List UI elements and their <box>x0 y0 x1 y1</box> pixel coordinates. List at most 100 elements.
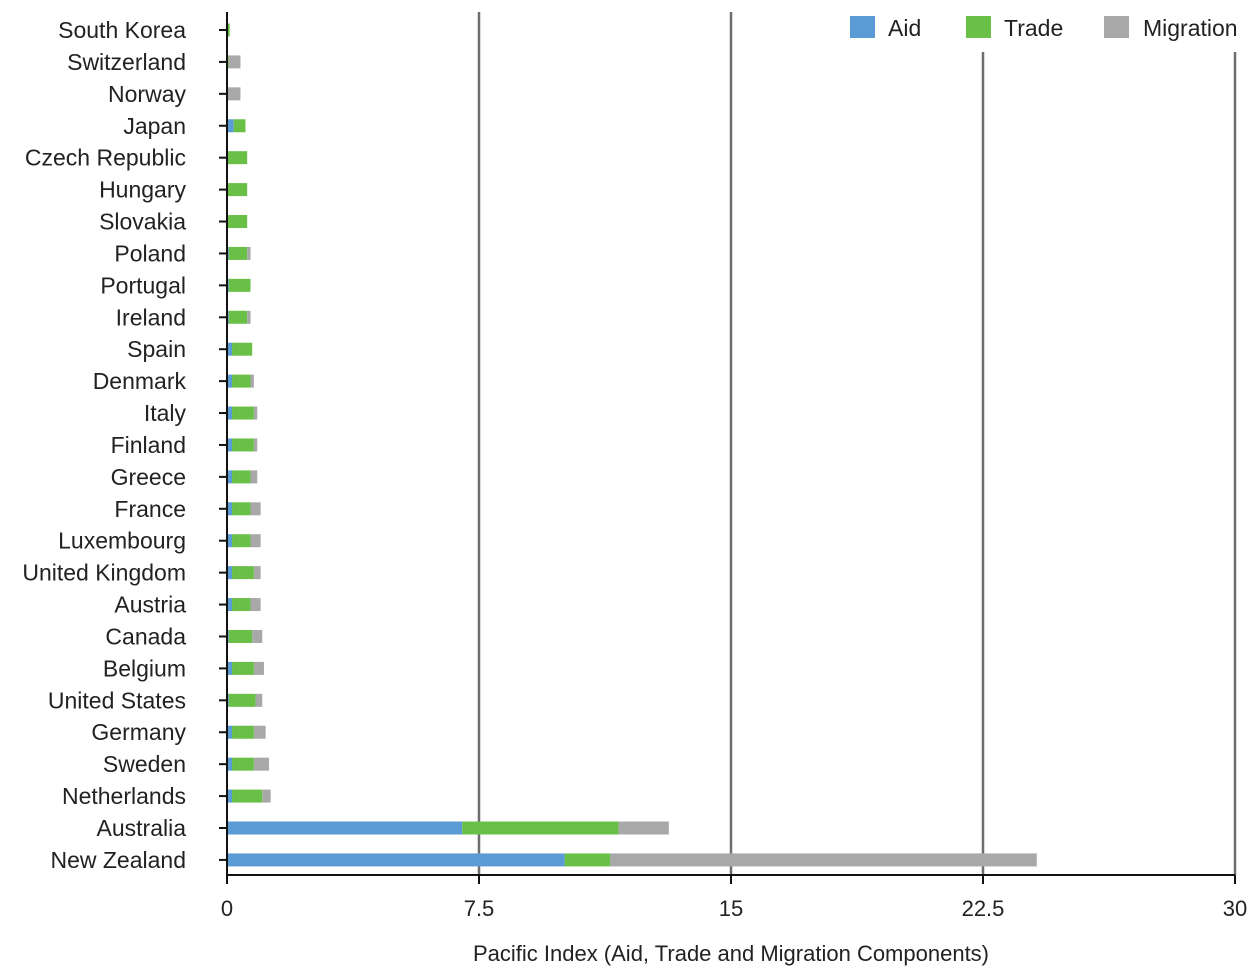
legend-swatch-trade <box>966 16 991 38</box>
y-tick-label: Portugal <box>100 272 186 298</box>
bar-trade-segment <box>227 215 248 229</box>
bar-trade-segment <box>233 119 246 133</box>
bar-migration-segment <box>253 406 258 420</box>
y-tick-label: Netherlands <box>62 783 186 809</box>
bar-trade-segment <box>228 310 248 324</box>
bar-trade-segment <box>232 502 251 516</box>
y-tick-label: Spain <box>127 336 186 362</box>
bar-trade-segment <box>232 438 254 452</box>
bar-trade-segment <box>228 278 251 292</box>
bar-migration-segment <box>253 438 258 452</box>
x-tick-labels: 0 7.5 15 22.5 30 <box>221 875 1247 921</box>
bar-aid-segment <box>227 789 233 803</box>
legend-background <box>838 8 1254 52</box>
y-tick-label: Belgium <box>103 655 186 681</box>
grid-lines <box>477 12 1237 875</box>
y-tick-label: Switzerland <box>67 49 186 75</box>
x-tick-label: 15 <box>719 896 743 921</box>
bar-migration-segment <box>253 725 266 739</box>
bar-aid-segment <box>227 406 233 420</box>
y-tick-label: New Zealand <box>50 847 186 873</box>
y-tick-label: France <box>114 496 186 522</box>
bar-migration-segment <box>253 757 269 771</box>
bar-aid-segment <box>227 821 463 835</box>
y-tick-label: Japan <box>123 113 186 139</box>
bar-aid-segment <box>227 438 233 452</box>
bar-trade-segment <box>232 470 251 484</box>
bar-trade-segment <box>227 183 248 197</box>
legend-label-aid: Aid <box>888 15 921 41</box>
bar-trade-segment <box>232 374 251 388</box>
bar-migration-segment <box>250 598 261 612</box>
bar-trade-segment <box>232 598 251 612</box>
bar-aid-segment <box>227 853 565 867</box>
y-tick-label: Hungary <box>99 177 186 203</box>
bar-trade-segment <box>232 661 254 675</box>
legend-label-migration: Migration <box>1143 15 1238 41</box>
bar-aid-segment <box>227 598 233 612</box>
bar-trade-segment <box>462 821 619 835</box>
y-tick-label: Poland <box>114 240 186 266</box>
bar-aid-segment <box>227 534 233 548</box>
y-tick-label: Ireland <box>116 304 186 330</box>
bars <box>227 23 1037 867</box>
bar-aid-segment <box>227 502 233 516</box>
y-tick-label: Canada <box>105 623 186 649</box>
bar-migration-segment <box>250 502 261 516</box>
bar-migration-segment <box>227 87 241 101</box>
bar-trade-segment <box>228 629 253 643</box>
bar-trade-segment <box>564 853 611 867</box>
bar-trade-segment <box>232 757 254 771</box>
bar-migration-segment <box>262 789 271 803</box>
bar-aid-segment <box>227 725 233 739</box>
bar-trade-segment <box>227 23 230 37</box>
y-tick-label: Germany <box>91 719 186 745</box>
bar-aid-segment <box>227 119 234 133</box>
legend-swatch-aid <box>850 16 875 38</box>
bar-trade-segment <box>232 789 263 803</box>
legend-label-trade: Trade <box>1004 15 1063 41</box>
bar-migration-segment <box>610 853 1037 867</box>
bar-migration-segment <box>247 310 251 324</box>
y-tick-label: Italy <box>144 400 187 426</box>
bar-aid-segment <box>227 566 233 580</box>
y-tick-label: Luxembourg <box>58 528 186 554</box>
x-tick-label: 0 <box>221 896 233 921</box>
y-tick-label: South Korea <box>58 17 186 43</box>
bar-migration-segment <box>253 661 264 675</box>
y-tick-label: Finland <box>111 432 186 458</box>
y-tick-label: Czech Republic <box>25 145 186 171</box>
bar-migration-segment <box>250 534 261 548</box>
bar-trade-segment <box>232 342 253 356</box>
bar-migration-segment <box>250 374 254 388</box>
y-tick-labels: South Korea Switzerland Norway Japan Czech R… <box>22 17 227 873</box>
legend-swatch-migration <box>1104 16 1129 38</box>
bar-aid-segment <box>227 374 233 388</box>
y-tick-label: Australia <box>97 815 187 841</box>
y-tick-label: Denmark <box>93 368 187 394</box>
y-tick-label: Slovakia <box>99 209 186 235</box>
bar-migration-segment <box>250 470 258 484</box>
bar-aid-segment <box>227 661 233 675</box>
bar-trade-segment <box>232 406 254 420</box>
bar-migration-segment <box>253 566 261 580</box>
bar-migration-segment <box>255 693 263 707</box>
y-tick-label: Greece <box>111 464 186 490</box>
bar-trade-segment <box>232 566 254 580</box>
y-tick-label: United Kingdom <box>22 560 186 586</box>
bar-aid-segment <box>227 757 233 771</box>
x-axis-title: Pacific Index (Aid, Trade and Migration … <box>473 941 989 966</box>
bar-migration-segment <box>618 821 669 835</box>
y-tick-label: Sweden <box>103 751 186 777</box>
bar-migration-segment <box>247 246 251 260</box>
y-tick-label: Austria <box>114 592 186 618</box>
bar-trade-segment <box>228 693 256 707</box>
bar-trade-segment <box>232 534 251 548</box>
x-tick-label: 30 <box>1223 896 1247 921</box>
bar-aid-segment <box>227 342 233 356</box>
bar-migration-segment <box>228 55 241 69</box>
x-tick-label: 22.5 <box>962 896 1005 921</box>
x-tick-label: 7.5 <box>464 896 495 921</box>
bar-trade-segment <box>228 246 248 260</box>
